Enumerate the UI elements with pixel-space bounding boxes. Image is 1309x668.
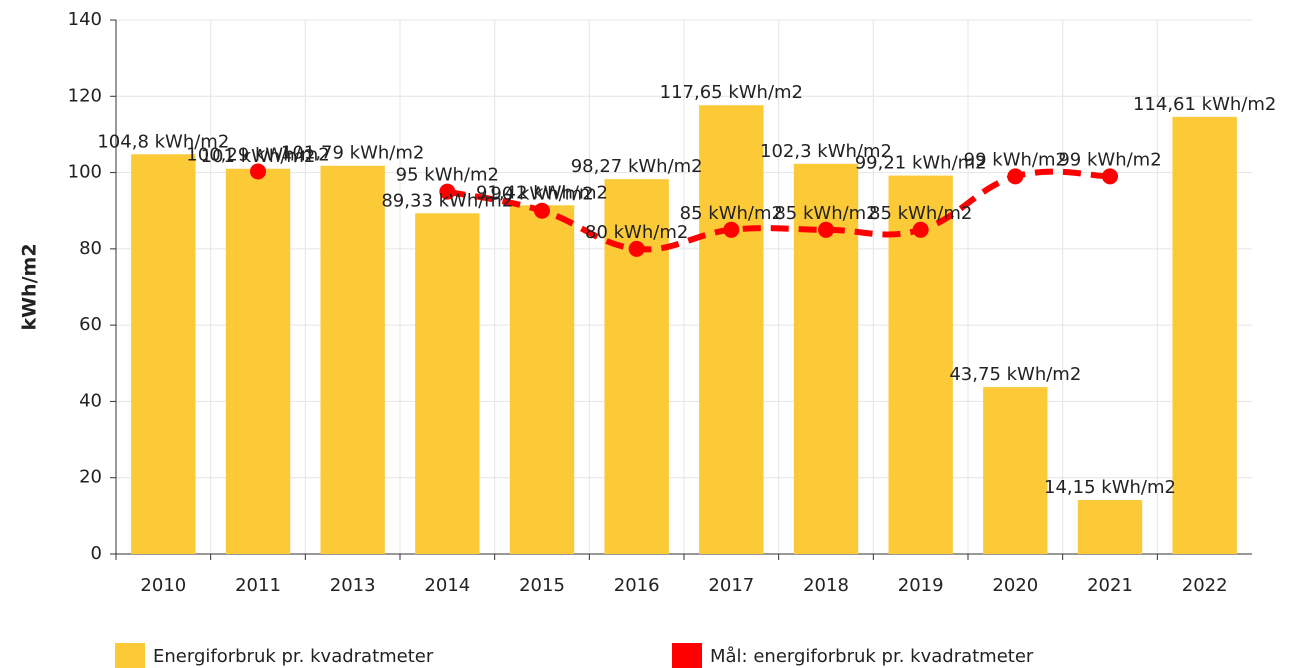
y-axis-label: kWh/m2 <box>19 243 41 330</box>
bar <box>1077 500 1143 554</box>
target-point <box>723 221 740 238</box>
bar <box>415 213 480 555</box>
y-tick-label: 60 <box>79 314 102 335</box>
data-label: 43,75 kWh/m2 <box>949 364 1081 385</box>
x-tick-label: 2018 <box>803 575 849 596</box>
y-tick-label: 140 <box>68 9 102 30</box>
x-tick-label: 2017 <box>708 575 754 596</box>
data-label: 14,15 kWh/m2 <box>1044 477 1176 498</box>
legend-swatch <box>672 643 702 668</box>
target-point <box>628 240 645 257</box>
data-label: 99 kWh/m2 <box>964 149 1067 170</box>
target-point <box>250 163 266 180</box>
data-label: 85 kWh/m2 <box>680 203 783 224</box>
data-label: 85 kWh/m2 <box>869 203 972 224</box>
x-tick-label: 2020 <box>992 575 1038 596</box>
legend-label: Energiforbruk pr. kvadratmeter <box>153 646 434 667</box>
data-label: 98,27 kWh/m2 <box>571 156 703 177</box>
data-label: 99,21 kWh/m2 <box>855 153 987 174</box>
bar <box>225 168 291 554</box>
bar <box>699 105 764 555</box>
data-label: 101 kWh/m2 <box>201 146 316 167</box>
y-tick-label: 20 <box>79 467 102 488</box>
data-label: 85 kWh/m2 <box>774 203 877 224</box>
legend-label: Mål: energiforbruk pr. kvadratmeter <box>710 646 1034 667</box>
target-point <box>534 202 550 219</box>
target-point <box>439 183 456 200</box>
bar <box>888 175 953 554</box>
x-tick-label: 2015 <box>519 575 565 596</box>
y-tick-label: 40 <box>79 390 102 411</box>
data-label: 102,3 kWh/m2 <box>760 141 892 162</box>
data-label: 100,29 kWh/m2 <box>186 144 329 165</box>
x-tick-label: 2016 <box>614 575 660 596</box>
data-label: 80 kWh/m2 <box>585 222 688 243</box>
data-label: 104,8 kWh/m2 <box>97 131 229 152</box>
y-tick-label: 100 <box>68 162 102 183</box>
bar <box>1172 116 1237 554</box>
bar <box>320 165 385 555</box>
data-label: 114,61 kWh/m2 <box>1133 94 1276 115</box>
legend-swatch <box>115 643 145 668</box>
data-label: 117,65 kWh/m2 <box>660 82 803 103</box>
bar <box>131 154 196 554</box>
y-tick-label: 0 <box>91 543 102 564</box>
x-tick-label: 2011 <box>235 575 281 596</box>
bar <box>983 387 1048 554</box>
y-tick-label: 80 <box>79 238 102 259</box>
y-tick-label: 120 <box>68 85 102 106</box>
bar <box>509 205 575 554</box>
data-label: 101,79 kWh/m2 <box>281 143 424 164</box>
target-line <box>446 168 1111 253</box>
data-label: 95 kWh/m2 <box>396 165 499 186</box>
target-point <box>1007 168 1024 185</box>
data-label: 89,33 kWh/m2 <box>381 190 513 211</box>
x-tick-label: 2019 <box>898 575 944 596</box>
x-tick-label: 2014 <box>424 575 470 596</box>
x-tick-label: 2021 <box>1087 575 1133 596</box>
target-point <box>1102 168 1118 185</box>
data-label: 99 kWh/m2 <box>1058 149 1161 170</box>
x-tick-label: 2022 <box>1182 575 1228 596</box>
data-label: 91,42 kWh/m2 <box>476 182 608 203</box>
data-label: 90 kWh/m2 <box>490 184 593 205</box>
target-point <box>912 221 929 238</box>
target-point <box>818 221 834 238</box>
x-tick-label: 2013 <box>330 575 376 596</box>
x-tick-label: 2010 <box>140 575 186 596</box>
